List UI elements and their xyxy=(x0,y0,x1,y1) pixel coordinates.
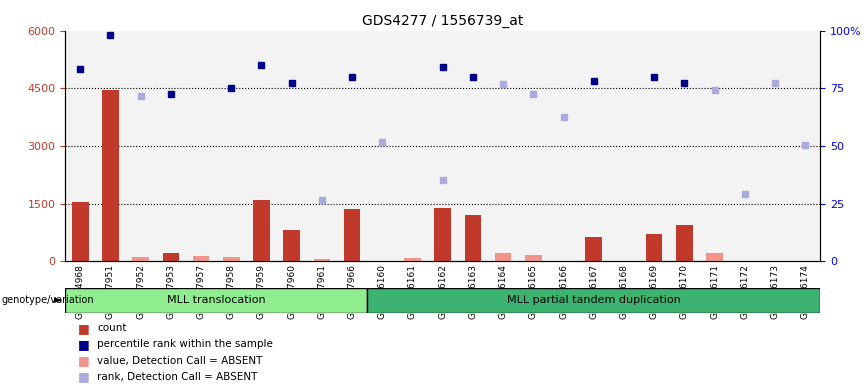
Bar xyxy=(457,31,488,261)
Bar xyxy=(579,31,608,261)
Bar xyxy=(549,31,579,261)
Bar xyxy=(344,209,360,261)
Text: ■: ■ xyxy=(78,354,90,367)
Bar xyxy=(216,31,247,261)
Bar xyxy=(337,31,367,261)
Bar xyxy=(367,288,820,313)
Bar xyxy=(95,31,126,261)
Bar xyxy=(428,31,457,261)
Bar xyxy=(186,31,216,261)
Bar xyxy=(126,31,155,261)
Bar xyxy=(223,257,240,261)
Title: GDS4277 / 1556739_at: GDS4277 / 1556739_at xyxy=(362,14,523,28)
Text: ■: ■ xyxy=(78,338,90,351)
Bar xyxy=(313,259,330,261)
Text: percentile rank within the sample: percentile rank within the sample xyxy=(97,339,273,349)
Bar xyxy=(676,225,693,261)
Bar xyxy=(525,255,542,261)
Bar xyxy=(790,31,820,261)
Bar xyxy=(72,202,89,261)
Bar xyxy=(700,31,730,261)
Bar xyxy=(404,258,421,261)
Bar xyxy=(434,208,451,261)
Text: rank, Detection Call = ABSENT: rank, Detection Call = ABSENT xyxy=(97,372,258,382)
Bar xyxy=(488,31,518,261)
Bar xyxy=(495,253,511,261)
Bar xyxy=(247,31,277,261)
Bar xyxy=(585,237,602,261)
Bar xyxy=(760,31,790,261)
Bar xyxy=(102,90,119,261)
Text: count: count xyxy=(97,323,127,333)
Bar xyxy=(193,256,209,261)
Bar xyxy=(65,288,367,313)
Bar xyxy=(306,31,337,261)
Bar xyxy=(283,230,300,261)
Bar xyxy=(639,31,669,261)
Text: ■: ■ xyxy=(78,370,90,383)
Bar xyxy=(518,31,549,261)
Bar xyxy=(65,31,95,261)
Text: genotype/variation: genotype/variation xyxy=(2,295,95,305)
Bar xyxy=(669,31,700,261)
Bar xyxy=(707,253,723,261)
Bar xyxy=(162,253,179,261)
Bar xyxy=(464,215,481,261)
Bar xyxy=(398,31,428,261)
Bar xyxy=(646,234,662,261)
Text: MLL partial tandem duplication: MLL partial tandem duplication xyxy=(507,295,681,306)
Text: MLL translocation: MLL translocation xyxy=(167,295,266,306)
Bar xyxy=(367,31,398,261)
Bar xyxy=(253,200,270,261)
Bar xyxy=(155,31,186,261)
Bar xyxy=(608,31,639,261)
Bar xyxy=(277,31,306,261)
Text: ■: ■ xyxy=(78,322,90,335)
Bar xyxy=(132,257,149,261)
Text: value, Detection Call = ABSENT: value, Detection Call = ABSENT xyxy=(97,356,263,366)
Text: ►: ► xyxy=(54,295,62,305)
Bar xyxy=(730,31,760,261)
